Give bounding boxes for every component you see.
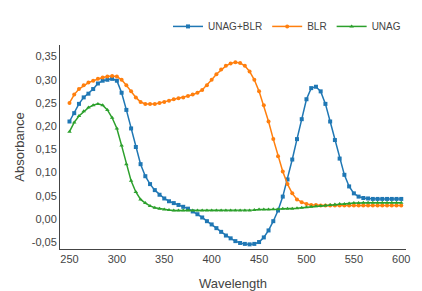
svg-text:250: 250 (60, 253, 78, 265)
svg-text:UNAG+BLR: UNAG+BLR (208, 21, 262, 32)
svg-text:450: 450 (250, 253, 268, 265)
svg-text:0,25: 0,25 (35, 97, 56, 109)
svg-text:0,30: 0,30 (35, 74, 56, 86)
svg-text:0,35: 0,35 (35, 50, 56, 62)
svg-text:0,20: 0,20 (35, 120, 56, 132)
svg-text:BLR: BLR (307, 21, 326, 32)
svg-text:300: 300 (108, 253, 126, 265)
svg-text:UNAG: UNAG (372, 21, 401, 32)
svg-text:0,05: 0,05 (35, 190, 56, 202)
svg-text:550: 550 (345, 253, 363, 265)
svg-text:350: 350 (155, 253, 173, 265)
svg-text:Wavelength: Wavelength (199, 276, 267, 291)
svg-text:0,00: 0,00 (35, 213, 56, 225)
svg-text:400: 400 (202, 253, 220, 265)
svg-text:500: 500 (297, 253, 315, 265)
svg-text:-0,05: -0,05 (32, 236, 57, 248)
svg-text:Absorbance: Absorbance (12, 112, 27, 181)
svg-text:600: 600 (392, 253, 410, 265)
svg-text:0,10: 0,10 (35, 166, 56, 178)
svg-text:0,15: 0,15 (35, 143, 56, 155)
